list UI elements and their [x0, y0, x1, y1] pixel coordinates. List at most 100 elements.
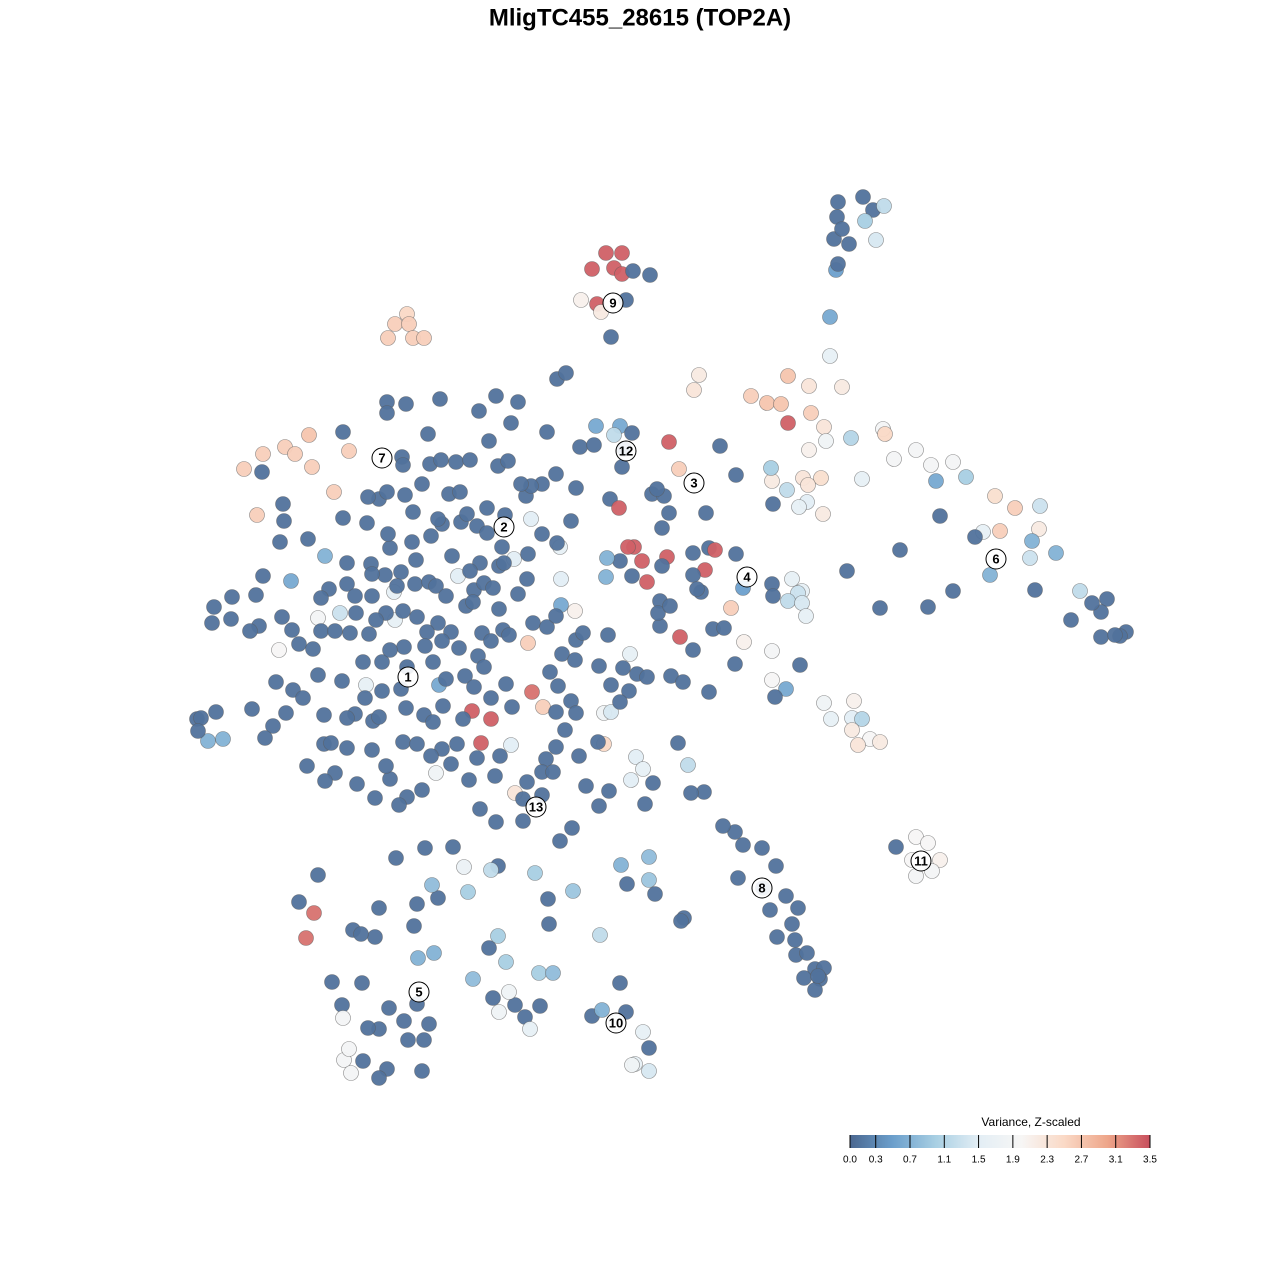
- point: [550, 678, 566, 694]
- point: [391, 797, 407, 813]
- colorbar-tick-label: 2.7: [1074, 1155, 1088, 1166]
- point: [208, 704, 224, 720]
- point: [612, 975, 628, 991]
- point: [507, 997, 523, 1013]
- point: [430, 511, 446, 527]
- point: [1032, 498, 1048, 514]
- point: [490, 928, 506, 944]
- point: [992, 523, 1008, 539]
- point: [379, 405, 395, 421]
- point: [780, 593, 796, 609]
- point: [395, 603, 411, 619]
- point: [673, 913, 689, 929]
- point: [619, 876, 635, 892]
- point: [568, 480, 584, 496]
- point: [796, 970, 812, 986]
- point: [728, 546, 744, 562]
- point: [548, 466, 564, 482]
- cluster-label: 4: [743, 569, 751, 584]
- point: [698, 505, 714, 521]
- point: [549, 535, 565, 551]
- point: [716, 620, 732, 636]
- point: [803, 405, 819, 421]
- point: [395, 457, 411, 473]
- point: [494, 539, 510, 555]
- cluster-label-badge: [408, 981, 430, 1003]
- colorbar-tick-label: 0.7: [903, 1155, 917, 1166]
- point: [409, 896, 425, 912]
- point: [404, 534, 420, 550]
- point: [334, 673, 350, 689]
- point: [433, 452, 449, 468]
- point: [465, 594, 481, 610]
- point: [641, 1040, 657, 1056]
- point: [888, 839, 904, 855]
- cluster-label: 1: [404, 669, 411, 684]
- point: [791, 499, 807, 515]
- cluster-label-badge: [615, 440, 637, 462]
- point: [416, 330, 432, 346]
- point: [1022, 550, 1038, 566]
- point: [341, 1041, 357, 1057]
- point: [347, 588, 363, 604]
- point: [545, 965, 561, 981]
- point: [248, 587, 264, 603]
- point: [527, 865, 543, 881]
- point: [637, 796, 653, 812]
- point: [763, 460, 779, 476]
- point: [780, 415, 796, 431]
- point: [423, 528, 439, 544]
- point: [364, 566, 380, 582]
- point: [778, 681, 794, 697]
- cluster-label: 10: [609, 1015, 623, 1030]
- point: [368, 612, 384, 628]
- point: [443, 756, 459, 772]
- point: [857, 213, 873, 229]
- point: [301, 427, 317, 443]
- point: [1099, 591, 1115, 607]
- cluster-label-badge: [525, 796, 547, 818]
- point: [396, 639, 412, 655]
- point: [445, 839, 461, 855]
- point: [513, 476, 529, 492]
- point: [834, 221, 850, 237]
- point: [432, 391, 448, 407]
- point: [291, 894, 307, 910]
- point: [335, 510, 351, 526]
- point: [620, 539, 636, 555]
- point: [503, 737, 519, 753]
- point: [361, 626, 377, 642]
- point: [768, 858, 784, 874]
- point: [813, 470, 829, 486]
- point: [355, 1053, 371, 1069]
- point: [794, 595, 810, 611]
- point: [572, 439, 588, 455]
- point: [249, 507, 265, 523]
- point: [409, 609, 425, 625]
- point: [625, 263, 641, 279]
- point: [823, 711, 839, 727]
- point: [600, 627, 616, 643]
- point: [1031, 521, 1047, 537]
- point: [283, 573, 299, 589]
- point: [614, 245, 630, 261]
- colorbar-tick-label: 2.3: [1040, 1155, 1054, 1166]
- point: [291, 636, 307, 652]
- point: [525, 615, 541, 631]
- point: [685, 567, 701, 583]
- point: [378, 758, 394, 774]
- point: [316, 707, 332, 723]
- point: [519, 571, 535, 587]
- point: [591, 658, 607, 674]
- point: [886, 451, 902, 467]
- point: [278, 705, 294, 721]
- point: [284, 622, 300, 638]
- point: [1107, 627, 1123, 643]
- point: [488, 814, 504, 830]
- point: [190, 723, 206, 739]
- point: [339, 710, 355, 726]
- point: [419, 624, 435, 640]
- point: [599, 550, 615, 566]
- point: [504, 699, 520, 715]
